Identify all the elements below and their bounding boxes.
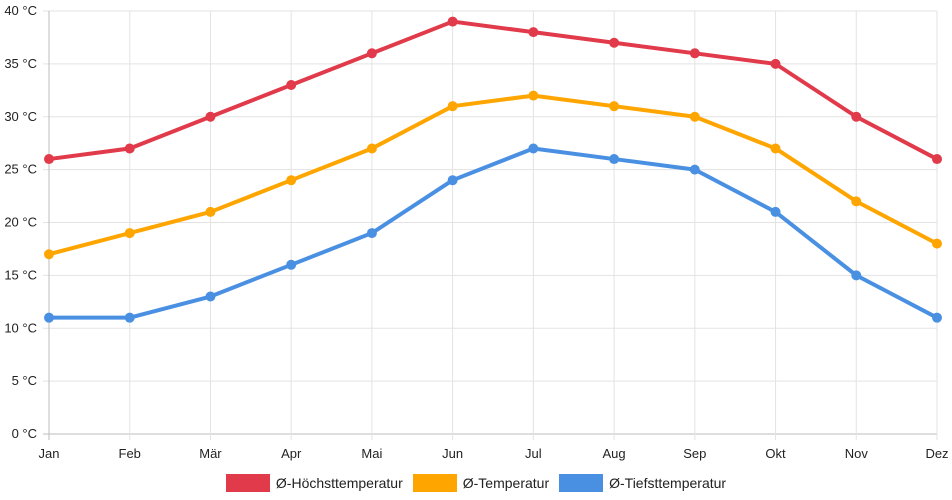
- data-point[interactable]: [770, 206, 781, 217]
- series: [44, 16, 942, 323]
- data-point[interactable]: [205, 111, 216, 122]
- y-tick-label: 35 °C: [4, 56, 37, 71]
- legend-swatch-high: [225, 474, 270, 492]
- data-point[interactable]: [770, 58, 781, 69]
- data-point[interactable]: [447, 101, 458, 112]
- x-tick-label: Aug: [603, 446, 626, 461]
- data-point[interactable]: [286, 175, 297, 186]
- series-0: [44, 16, 942, 165]
- y-tick-label: 30 °C: [4, 109, 37, 124]
- x-tick-label: Mai: [361, 446, 382, 461]
- data-point[interactable]: [44, 312, 54, 323]
- data-point[interactable]: [609, 154, 620, 165]
- data-point[interactable]: [528, 27, 539, 38]
- data-point[interactable]: [124, 312, 135, 323]
- data-point[interactable]: [609, 101, 620, 112]
- data-point[interactable]: [205, 291, 216, 302]
- series-2: [44, 143, 942, 323]
- legend-label-low: Ø-Tiefsttemperatur: [609, 475, 727, 491]
- x-tick-label: Dez: [925, 446, 948, 461]
- legend-item-high[interactable]: Ø-Höchsttemperatur: [225, 474, 403, 492]
- data-point[interactable]: [286, 259, 297, 270]
- data-point[interactable]: [932, 312, 942, 323]
- data-point[interactable]: [205, 206, 216, 217]
- series-1: [44, 90, 942, 260]
- y-tick-label: 15 °C: [4, 267, 37, 282]
- data-point[interactable]: [851, 196, 862, 207]
- data-point[interactable]: [932, 238, 942, 249]
- data-point[interactable]: [286, 80, 297, 91]
- data-point[interactable]: [689, 111, 700, 122]
- legend-item-mean[interactable]: Ø-Temperatur: [412, 474, 550, 492]
- legend: Ø-Höchsttemperatur Ø-Temperatur Ø-Tiefst…: [0, 470, 952, 496]
- y-tick-label: 40 °C: [4, 3, 37, 18]
- data-point[interactable]: [447, 175, 458, 186]
- data-point[interactable]: [366, 143, 377, 154]
- legend-item-low[interactable]: Ø-Tiefsttemperatur: [559, 474, 726, 492]
- y-tick-label: 10 °C: [4, 320, 37, 335]
- series-line: [47, 19, 939, 162]
- y-tick-label: 20 °C: [4, 215, 37, 230]
- data-point[interactable]: [44, 154, 54, 165]
- x-tick-label: Jun: [442, 446, 463, 461]
- legend-swatch-mean: [412, 474, 457, 492]
- data-point[interactable]: [44, 249, 54, 260]
- legend-swatch-low: [559, 474, 604, 492]
- y-axis-ticks: 0 °C 5 °C 10 °C 15 °C 20 °C 25 °C 30 °C 35 °C 40…: [4, 3, 37, 441]
- y-tick-label: 5 °C: [12, 373, 37, 388]
- data-point[interactable]: [851, 111, 862, 122]
- data-point[interactable]: [609, 37, 620, 48]
- grid: [43, 10, 938, 440]
- series-line: [47, 93, 939, 257]
- data-point[interactable]: [689, 48, 700, 59]
- x-tick-label: Apr: [281, 446, 302, 461]
- data-point[interactable]: [366, 48, 377, 59]
- x-axis-ticks: Jan Feb Mär Apr Mai Jun Jul Aug Sep Okt Nov Dez: [39, 446, 949, 461]
- data-point[interactable]: [124, 228, 135, 239]
- data-point[interactable]: [366, 228, 377, 239]
- data-point[interactable]: [932, 154, 942, 165]
- data-point[interactable]: [124, 143, 135, 154]
- legend-label-high: Ø-Höchsttemperatur: [275, 475, 403, 491]
- data-point[interactable]: [528, 90, 539, 101]
- data-point[interactable]: [528, 143, 539, 154]
- x-tick-label: Nov: [845, 446, 869, 461]
- x-tick-label: Jan: [39, 446, 60, 461]
- data-point[interactable]: [447, 16, 458, 27]
- legend-label-mean: Ø-Temperatur: [462, 475, 550, 491]
- y-tick-label: 0 °C: [12, 426, 37, 441]
- temperature-chart: 0 °C 5 °C 10 °C 15 °C 20 °C 25 °C 30 °C 35 °C 40…: [4, 3, 949, 461]
- x-tick-label: Okt: [765, 446, 786, 461]
- data-point[interactable]: [689, 164, 700, 175]
- series-line: [47, 146, 939, 320]
- data-point[interactable]: [851, 270, 862, 281]
- data-point[interactable]: [770, 143, 781, 154]
- x-tick-label: Jul: [525, 446, 542, 461]
- x-tick-label: Feb: [119, 446, 141, 461]
- y-tick-label: 25 °C: [4, 162, 37, 177]
- x-tick-label: Mär: [199, 446, 222, 461]
- x-tick-label: Sep: [683, 446, 706, 461]
